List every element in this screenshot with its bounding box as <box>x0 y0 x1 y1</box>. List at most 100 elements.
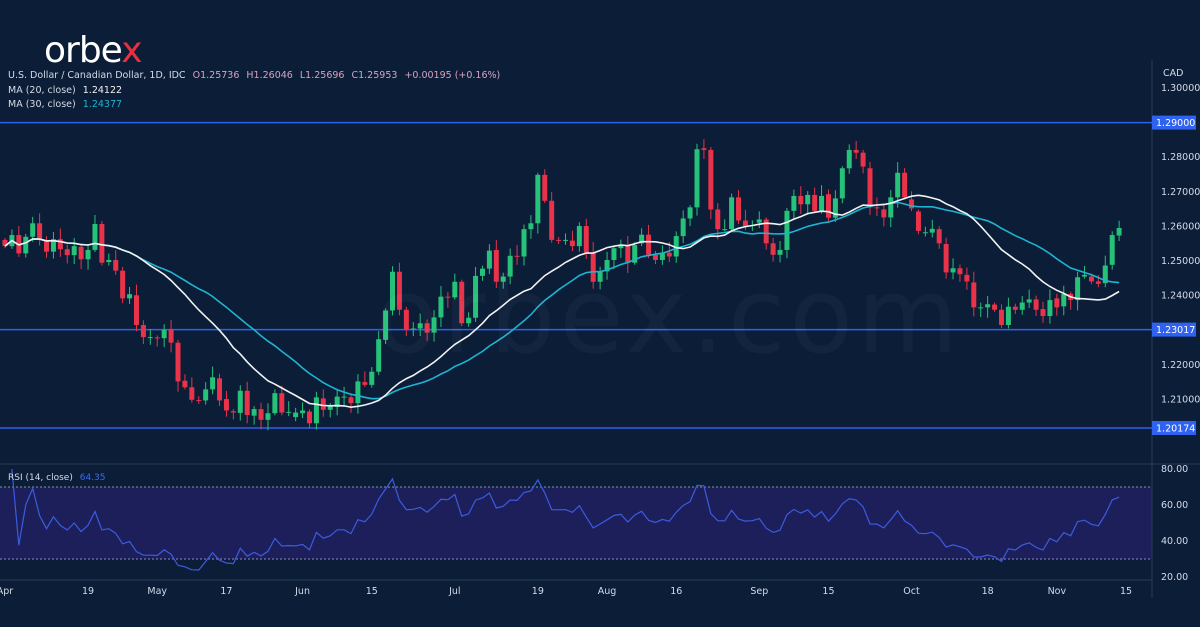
candle-down <box>154 337 160 339</box>
candle-up <box>680 218 686 237</box>
candle-down <box>306 411 312 424</box>
candle-up <box>1075 277 1081 301</box>
price-tick-label: 1.27000 <box>1161 187 1200 198</box>
candle-up <box>383 310 389 340</box>
ma30-value: 1.24377 <box>82 99 123 110</box>
candle-up <box>313 397 319 424</box>
candle-up <box>521 229 527 257</box>
candle-up <box>929 228 935 233</box>
candle-down <box>140 325 146 338</box>
candle-down <box>770 243 776 255</box>
candle-up <box>950 268 956 273</box>
candle-down <box>1088 276 1094 282</box>
candle-down <box>625 245 631 263</box>
price-tick-label: 1.25000 <box>1161 256 1200 267</box>
candle-down <box>763 219 769 244</box>
candle-down <box>113 259 119 271</box>
candle-up <box>618 245 624 249</box>
candle-up <box>30 223 36 237</box>
candle-up <box>888 197 894 218</box>
candle-up <box>535 174 541 224</box>
candle-up <box>431 317 437 333</box>
candle-down <box>542 174 548 201</box>
candle-down <box>708 149 714 210</box>
candle-up <box>687 207 693 219</box>
candle-up <box>161 329 167 339</box>
candle-up <box>106 259 112 263</box>
candle-down <box>971 282 977 308</box>
candle-up <box>1102 265 1108 284</box>
candle-down <box>403 309 409 330</box>
candle-up <box>286 411 292 413</box>
time-tick-label: Jun <box>294 586 310 597</box>
candle-down <box>44 239 50 252</box>
candle-up <box>1026 299 1032 303</box>
logo-main: orbe <box>44 30 122 71</box>
candle-up <box>341 396 347 398</box>
candle-down <box>646 234 652 255</box>
candle-up <box>390 271 396 311</box>
ma20-label: MA (20, close) <box>8 85 76 96</box>
level-tag <box>1152 420 1196 435</box>
time-tick-label: 18 <box>982 586 994 597</box>
candle-down <box>493 249 499 282</box>
time-tick-label: Oct <box>903 586 920 597</box>
candle-down <box>57 239 63 250</box>
candle-up <box>659 252 665 260</box>
close-value: C1.25953 <box>351 70 398 81</box>
candle-down <box>175 342 181 382</box>
time-tick-label: Aug <box>598 586 617 597</box>
candle-up <box>597 271 603 282</box>
candle-down <box>230 411 236 413</box>
candle-down <box>459 281 465 324</box>
axes: 1.30000 1.28000 1.27000 1.26000 1.25000 1.240… <box>0 60 1200 598</box>
candle-up <box>756 219 762 223</box>
candle-down <box>701 148 707 150</box>
candle-down <box>936 229 942 244</box>
candle-up <box>410 328 416 330</box>
candle-down <box>992 304 998 310</box>
candle-down <box>168 329 174 343</box>
rsi-line <box>11 468 1120 571</box>
time-tick-label: 15 <box>822 586 834 597</box>
candle-down <box>37 223 43 240</box>
candle-down <box>189 387 195 400</box>
candle-up <box>632 245 638 263</box>
candle-down <box>853 149 859 153</box>
candle-down <box>99 223 105 263</box>
candle-down <box>445 296 451 298</box>
horizontal-levels[interactable] <box>0 121 1152 429</box>
candle-down <box>556 239 562 241</box>
rsi-band <box>0 487 1152 559</box>
level-tag <box>1152 322 1196 337</box>
price-tick-label: 1.28000 <box>1161 152 1200 163</box>
time-tick-label: Jul <box>448 586 460 597</box>
candle-down <box>590 252 596 282</box>
price-tick-label: 1.21000 <box>1161 394 1200 405</box>
candle-up <box>729 197 735 230</box>
candle-up <box>1109 235 1115 265</box>
open-value: O1.25736 <box>192 70 240 81</box>
candle-down <box>133 295 139 326</box>
rsi-tick-label: 20.00 <box>1161 572 1188 583</box>
candle-down <box>1040 309 1046 317</box>
candle-up <box>438 296 444 318</box>
candle-up <box>846 149 852 169</box>
rsi-legend: RSI (14, close) 64.35 <box>8 473 110 483</box>
candle-up <box>1019 302 1025 310</box>
candle-up <box>1116 228 1122 236</box>
candle-up <box>92 223 98 250</box>
candle-down <box>798 195 804 205</box>
time-tick-label: 15 <box>366 586 378 597</box>
time-tick-label: 19 <box>82 586 94 597</box>
candle-up <box>805 194 811 205</box>
candle-down <box>348 397 354 404</box>
candle-up <box>293 412 299 418</box>
candle-up <box>839 168 845 199</box>
candle-down <box>736 197 742 221</box>
candle-down <box>998 309 1004 326</box>
price-tick-label: 1.30000 <box>1161 83 1200 94</box>
candle-up <box>237 390 243 413</box>
ma20-legend: MA (20, close) 1.24122 <box>8 85 126 96</box>
